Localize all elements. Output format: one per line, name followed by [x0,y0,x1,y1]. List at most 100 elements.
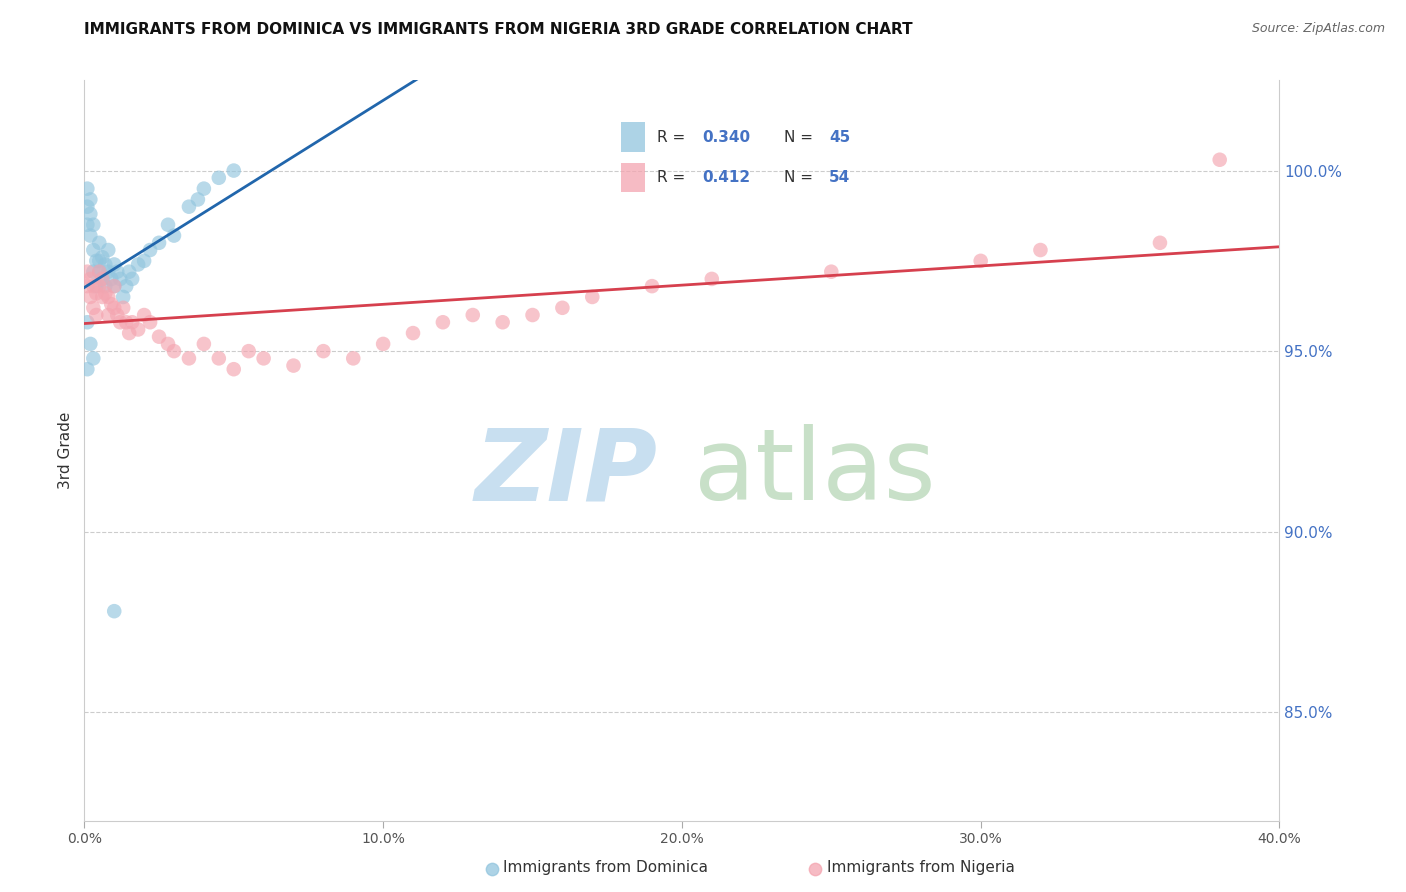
Point [76,362,98,376]
Point [804,862,827,876]
Point [91,290,114,304]
Text: Immigrants from Dominica: Immigrants from Dominica [503,860,709,874]
Point [82,265,104,279]
Point [121,272,143,286]
Point [157,218,180,232]
Point [89,235,111,250]
Point [342,351,364,366]
Point [312,344,335,359]
Point [118,265,141,279]
Point [89,265,111,279]
Point [127,257,149,271]
Point [148,329,170,343]
Point [103,279,125,293]
Point [1029,243,1052,257]
Point [79,207,101,221]
Point [193,181,215,195]
Point [79,193,101,207]
Text: 54: 54 [830,170,851,186]
Point [91,272,114,286]
Point [86,286,108,301]
Point [103,257,125,271]
Text: R =: R = [657,129,690,145]
Point [100,297,122,311]
Point [97,290,120,304]
Point [100,272,122,286]
Point [115,315,138,329]
Text: 0.412: 0.412 [703,170,751,186]
Point [110,315,132,329]
Point [700,272,723,286]
Text: ZIP: ZIP [475,425,658,521]
Point [112,290,135,304]
Point [76,181,98,195]
Point [402,326,425,340]
Text: N =: N = [785,129,818,145]
Text: IMMIGRANTS FROM DOMINICA VS IMMIGRANTS FROM NIGERIA 3RD GRADE CORRELATION CHART: IMMIGRANTS FROM DOMINICA VS IMMIGRANTS F… [84,22,912,37]
Point [76,265,98,279]
Text: Immigrants from Nigeria: Immigrants from Nigeria [827,860,1015,874]
Point [76,218,98,232]
Point [112,301,135,315]
Point [82,279,104,293]
Point [1208,153,1232,167]
Point [139,243,162,257]
Text: Source: ZipAtlas.com: Source: ZipAtlas.com [1251,22,1385,36]
Point [193,337,215,351]
Point [110,272,132,286]
Point [91,250,114,264]
Point [208,170,231,185]
Point [89,253,111,268]
Point [76,279,98,293]
Point [163,228,186,243]
Point [970,253,993,268]
Y-axis label: 3rd Grade: 3rd Grade [58,412,73,489]
Text: 45: 45 [830,129,851,145]
Point [118,326,141,340]
Point [139,315,162,329]
Point [94,286,117,301]
Point [522,308,544,322]
Point [79,290,101,304]
Point [157,337,180,351]
Text: 0.340: 0.340 [703,129,751,145]
Point [238,344,260,359]
Point [82,218,104,232]
Point [1149,235,1171,250]
Point [163,344,186,359]
Point [82,301,104,315]
Point [121,315,143,329]
Text: atlas: atlas [695,425,935,521]
Point [105,308,128,322]
Point [76,315,98,329]
Point [177,351,200,366]
Point [105,265,128,279]
Point [97,308,120,322]
Point [148,235,170,250]
Point [79,228,101,243]
Point [641,279,664,293]
Point [82,243,104,257]
Point [127,322,149,336]
Point [86,308,108,322]
Point [94,279,117,293]
Point [76,200,98,214]
Point [222,362,245,376]
Point [187,193,209,207]
Point [222,163,245,178]
Point [551,301,574,315]
Point [86,253,108,268]
Point [79,272,101,286]
Point [91,272,114,286]
Point [253,351,276,366]
Point [820,265,842,279]
Point [132,253,156,268]
Point [132,308,156,322]
Point [481,862,503,876]
Text: R =: R = [657,170,690,186]
Point [82,351,104,366]
Point [97,243,120,257]
Point [461,308,484,322]
Point [89,279,111,293]
FancyBboxPatch shape [620,122,645,152]
